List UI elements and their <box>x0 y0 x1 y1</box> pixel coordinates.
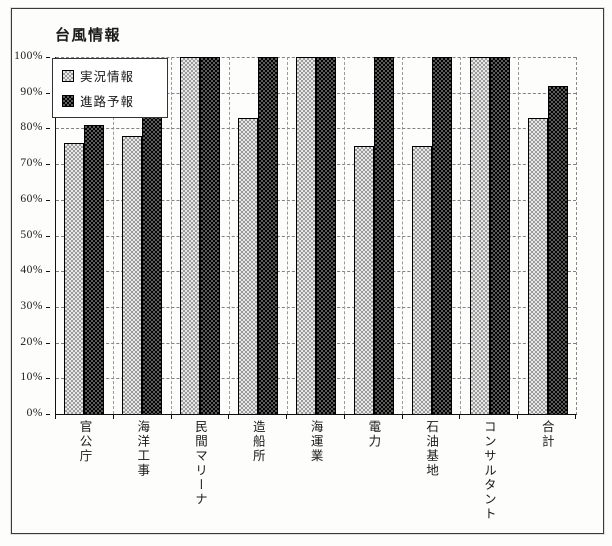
y-tick-label: 80% <box>20 121 43 133</box>
bar-実況情報-海洋工事 <box>122 135 143 414</box>
plot-area <box>55 57 577 415</box>
x-tick-mark <box>286 414 288 419</box>
bar-実況情報-民間マリーナ <box>180 57 201 414</box>
bar-進路予報-電力 <box>373 57 394 414</box>
category-cell-5 <box>286 57 345 414</box>
bar-進路予報-石油基地 <box>431 57 452 414</box>
x-label-cell-7: 石油基地 <box>402 420 460 522</box>
y-tick-mark <box>46 236 50 237</box>
y-tick-mark <box>46 378 50 379</box>
y-axis-labels: 0% 10% 20% 30% 40% 50% 60% 70% 80% 90% 100% <box>0 50 50 419</box>
x-axis-labels: 官公庁 海洋工事 民間マリーナ 造船所 海運業 電力 石油基地 コンサルタント 合計 <box>55 420 575 522</box>
bar-進路予報-海運業 <box>316 57 336 414</box>
x-tick-mark <box>575 414 576 419</box>
x-axis-label: 電力 <box>366 420 381 449</box>
x-axis-label: 合計 <box>539 420 554 449</box>
y-tick-mark <box>46 271 50 272</box>
legend-label: 進路予報 <box>80 95 135 109</box>
bar-実況情報-造船所 <box>238 117 259 414</box>
x-axis-label: 海運業 <box>308 420 323 464</box>
legend-swatch-icon <box>62 94 74 107</box>
y-tick-mark <box>46 93 50 94</box>
bar-実況情報-合計 <box>527 117 548 414</box>
x-axis-label: 海洋工事 <box>135 420 150 478</box>
x-axis-label: 民間マリーナ <box>193 420 208 507</box>
x-tick-mark <box>401 414 403 419</box>
y-tick-label: 0% <box>26 407 43 419</box>
x-label-cell-5: 海運業 <box>286 420 344 522</box>
bar-進路予報-民間マリーナ <box>200 57 221 414</box>
bar-進路予報-海洋工事 <box>142 96 163 414</box>
scan-border-frame <box>11 8 604 534</box>
category-cell-2 <box>112 57 171 414</box>
y-tick-label: 40% <box>20 264 43 276</box>
x-tick-mark <box>459 414 461 419</box>
category-cell-4 <box>228 57 287 414</box>
category-cell-8 <box>460 57 518 414</box>
y-tick-mark <box>46 128 50 129</box>
x-label-cell-1: 官公庁 <box>55 420 113 522</box>
y-tick-label: 70% <box>20 157 43 169</box>
bar-実況情報-電力 <box>353 146 374 414</box>
category-cell-7 <box>402 57 460 414</box>
x-tick-mark <box>170 414 172 419</box>
bar-実況情報-官公庁 <box>64 142 85 414</box>
bar-実況情報-石油基地 <box>411 146 432 414</box>
bar-進路予報-官公庁 <box>84 124 105 414</box>
x-tick-mark <box>517 414 519 419</box>
bar-進路予報-コンサルタント <box>489 57 510 414</box>
x-tick-mark <box>55 414 56 419</box>
y-tick-mark <box>46 57 50 58</box>
y-tick-label: 10% <box>20 371 43 383</box>
x-tick-mark <box>228 414 230 419</box>
bar-進路予報-造船所 <box>258 57 279 414</box>
y-tick-mark <box>46 200 50 201</box>
legend-label: 実況情報 <box>80 70 135 84</box>
x-tick-mark <box>112 414 114 419</box>
y-tick-mark <box>46 307 50 308</box>
y-tick-label: 60% <box>20 193 43 205</box>
y-tick-label: 30% <box>20 300 43 312</box>
x-label-cell-4: 造船所 <box>228 420 286 522</box>
y-tick-label: 20% <box>20 336 43 348</box>
x-axis-label: 官公庁 <box>77 420 92 464</box>
x-label-cell-3: 民間マリーナ <box>171 420 229 522</box>
bar-実況情報-海運業 <box>296 57 316 414</box>
chart-legend: 実況情報 進路予報 <box>52 58 168 118</box>
legend-swatch-icon <box>62 69 74 82</box>
category-cell-1 <box>56 57 113 414</box>
x-axis-label: コンサルタント <box>481 420 496 522</box>
x-label-cell-9: 合計 <box>517 420 575 522</box>
category-cell-3 <box>170 57 229 414</box>
legend-row-実況情報: 実況情報 <box>62 66 159 85</box>
x-axis-label: 石油基地 <box>424 420 439 478</box>
y-tick-label: 90% <box>20 86 43 98</box>
bar-進路予報-合計 <box>547 85 568 414</box>
y-tick-mark <box>46 164 50 165</box>
y-tick-mark <box>46 414 50 415</box>
x-label-cell-8: コンサルタント <box>459 420 517 522</box>
category-cell-9 <box>518 57 576 414</box>
bar-実況情報-コンサルタント <box>469 57 490 414</box>
x-axis-label: 造船所 <box>250 420 265 464</box>
y-tick-label: 50% <box>20 229 43 241</box>
chart-title: 台風情報 <box>55 28 122 44</box>
legend-row-進路予報: 進路予報 <box>62 91 159 110</box>
category-cells <box>56 57 576 414</box>
x-label-cell-6: 電力 <box>344 420 402 522</box>
category-cell-6 <box>344 57 402 414</box>
x-axis-ticks <box>55 414 576 420</box>
x-label-cell-2: 海洋工事 <box>113 420 171 522</box>
y-tick-mark <box>46 343 50 344</box>
x-tick-mark <box>343 414 345 419</box>
y-tick-label: 100% <box>14 50 43 62</box>
